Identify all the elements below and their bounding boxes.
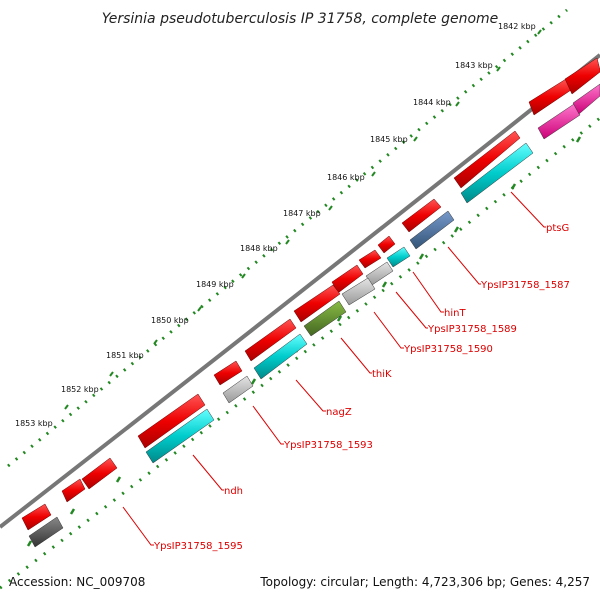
ruler-tick-label: 1852 kbp (61, 385, 99, 394)
ruler-tick (413, 136, 418, 142)
gene-label[interactable]: YpsIP31758_1587 (480, 280, 570, 291)
ruler-tick-label: 1843 kbp (455, 61, 493, 70)
inner-ruler-tick (418, 253, 425, 260)
inner-ruler-tick (453, 226, 460, 233)
genome-title: Yersinia pseudotuberculosis IP 31758, co… (102, 11, 499, 27)
gene-block-red[interactable] (293, 284, 341, 323)
leader-line (295, 379, 326, 412)
feature-block-magenta[interactable] (537, 103, 581, 140)
feature-block-magenta[interactable] (572, 83, 600, 115)
feature-block-dark-gray[interactable] (28, 516, 64, 548)
gene-label[interactable]: hinT (444, 308, 466, 319)
ruler-tick (109, 371, 114, 377)
ruler-tick-labels: 1842 kbp 1843 kbp 1844 kbp 1845 kbp 1846… (15, 22, 536, 428)
gene-block-red[interactable] (358, 249, 382, 269)
leader-line (373, 311, 404, 349)
gene-block-red[interactable] (377, 235, 396, 254)
ruler-tick-label: 1847 kbp (283, 209, 321, 218)
leader-line (340, 337, 372, 374)
ruler-tick-label: 1849 kbp (196, 280, 234, 289)
gene-label[interactable]: ndh (224, 486, 243, 497)
gene-features-inner (28, 83, 600, 548)
feature-block-cyan[interactable] (253, 333, 308, 380)
inner-ruler-tick (510, 183, 517, 190)
gene-block-red[interactable] (213, 360, 243, 386)
feature-block-gray[interactable] (341, 277, 376, 306)
ruler-tick (197, 306, 202, 312)
ruler-tick (328, 205, 333, 211)
gene-block-red[interactable] (401, 198, 442, 233)
inner-ruler-tick (69, 508, 76, 515)
feature-block-gray[interactable] (222, 375, 254, 404)
ruler-tick (153, 339, 158, 345)
gene-label[interactable]: YpsIP31758_1589 (427, 324, 517, 335)
ruler-tick (455, 101, 460, 107)
ruler-tick-label: 1842 kbp (498, 22, 536, 31)
inner-ruler-tick (575, 136, 582, 143)
outer-ruler-arc (7, 8, 568, 468)
feature-block-olive[interactable] (303, 300, 347, 337)
gene-block-red[interactable] (137, 393, 206, 449)
gene-label[interactable]: YpsIP31758_1590 (403, 344, 493, 355)
ruler-tick (537, 29, 542, 35)
ruler-tick-label: 1845 kbp (370, 135, 408, 144)
gene-block-red[interactable] (81, 457, 118, 490)
inner-ruler-tick (115, 476, 122, 483)
ruler-tick-label: 1851 kbp (106, 351, 144, 360)
leader-line (510, 191, 546, 228)
inner-ruler-tick (250, 378, 257, 385)
label-leaders (122, 191, 546, 546)
inner-ruler-tick (381, 281, 388, 288)
gene-features-outer (21, 57, 600, 531)
ruler-tick (371, 171, 376, 177)
leader-line (122, 506, 154, 546)
ruler-tick-label: 1850 kbp (151, 316, 189, 325)
leader-line (395, 291, 428, 329)
gene-block-red[interactable] (21, 503, 52, 531)
gene-block-red[interactable] (564, 57, 600, 95)
feature-block-cyan[interactable] (386, 246, 411, 268)
gene-label[interactable]: thiK (372, 369, 392, 380)
leader-line (412, 271, 444, 313)
inner-ruler-tick (336, 315, 343, 322)
gene-labels: ptsG YpsIP31758_1587 hinT YpsIP31758_158… (153, 223, 570, 552)
inner-ruler-arc (0, 116, 600, 590)
ruler-tick-label: 1848 kbp (240, 244, 278, 253)
feature-block-cyan[interactable] (460, 142, 534, 204)
ruler-tick (496, 66, 501, 72)
gene-block-red[interactable] (244, 318, 297, 362)
ruler-tick-label: 1844 kbp (413, 98, 451, 107)
ruler-ticks (64, 29, 542, 410)
ruler-tick (64, 404, 69, 410)
gene-block-red[interactable] (61, 478, 86, 503)
inner-ruler-tick (26, 540, 33, 547)
gene-block-red[interactable] (528, 78, 572, 116)
gene-block-red[interactable] (453, 130, 521, 189)
gene-label[interactable]: YpsIP31758_1593 (283, 440, 373, 451)
feature-block-cyan[interactable] (145, 408, 215, 464)
accession-text: Accession: NC_009708 (9, 575, 145, 589)
ruler-tick (241, 273, 246, 279)
leader-line (252, 405, 284, 445)
ruler-tick-label: 1846 kbp (327, 173, 365, 182)
gene-label[interactable]: nagZ (326, 407, 352, 418)
feature-block-blue[interactable] (409, 210, 455, 250)
ruler-tick-label: 1853 kbp (15, 419, 53, 428)
leader-line (192, 454, 224, 491)
genome-summary-text: Topology: circular; Length: 4,723,306 bp… (259, 575, 590, 589)
ruler-tick (285, 239, 290, 245)
gene-label[interactable]: ptsG (546, 223, 569, 234)
leader-line (447, 246, 481, 285)
genome-backbone (0, 53, 600, 529)
gene-label[interactable]: YpsIP31758_1595 (153, 541, 243, 552)
